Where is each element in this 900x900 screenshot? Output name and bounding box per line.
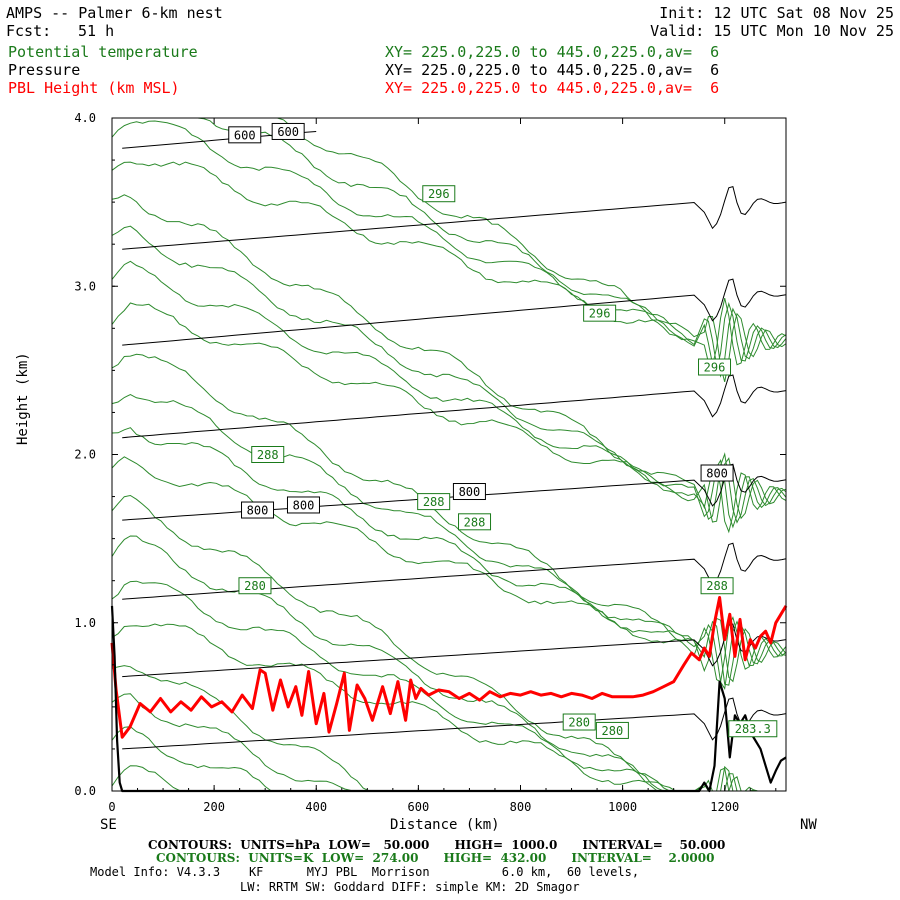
theta-contour-label: 296 — [589, 307, 611, 321]
series-lines — [110, 596, 788, 793]
theta-isentrope — [111, 225, 787, 529]
y-tick-label: 3.0 — [74, 279, 96, 293]
theta-isentrope — [111, 693, 388, 792]
theta-isentrope — [111, 120, 787, 378]
field-theta-xy: XY= 225.0,225.0 to 445.0,225.0,av= 6 — [385, 43, 720, 61]
x-tick-label: 400 — [305, 800, 327, 814]
theta-contour-label-box — [700, 577, 734, 595]
theta-contour-label: 283.3 — [735, 722, 771, 736]
footer-theta-contours: CONTOURS: UNITS=K LOW= 274.00 HIGH= 432.… — [156, 851, 715, 865]
pbl-height-line — [110, 596, 788, 739]
pressure-contour-label-box — [228, 126, 262, 144]
pressure-contour-label: 600 — [234, 128, 256, 142]
theta-contour-label: 288 — [257, 448, 279, 462]
chart-title: AMPS -- Palmer 6-km nest — [6, 4, 223, 22]
x-tick-label: 200 — [203, 800, 225, 814]
theta-isentrope — [111, 161, 787, 383]
pressure-contour-label: 800 — [706, 467, 728, 481]
theta-contour-label-box — [458, 513, 492, 531]
field-theta-name: Potential temperature — [8, 43, 198, 61]
theta-isentrope — [111, 353, 787, 683]
theta-isentrope — [111, 494, 786, 792]
footer-pressure-contours: CONTOURS: UNITS=hPa LOW= 50.000 HIGH= 10… — [148, 838, 726, 852]
theta-contour-label: 288 — [423, 495, 445, 509]
field-pressure-xy: XY= 225.0,225.0 to 445.0,225.0,av= 6 — [385, 61, 720, 79]
init-time: Init: 12 UTC Sat 08 Nov 25 — [659, 4, 894, 22]
pressure-contour-line — [122, 278, 787, 346]
x-tick-label: 1000 — [608, 800, 637, 814]
footer-physics: LW: RRTM SW: Goddard DIFF: simple KM: 2D… — [240, 880, 580, 894]
theta-isentrope — [111, 260, 787, 524]
theta-contour-label-box — [422, 185, 456, 203]
theta-isentrope — [112, 117, 787, 372]
theta-contour-label-box — [698, 358, 732, 376]
plot-frame — [111, 117, 787, 792]
theta-contour-label: 280 — [244, 579, 266, 593]
forecast-hour: 51 h — [78, 22, 115, 40]
y-tick-label: 2.0 — [74, 448, 96, 462]
pressure-contour-label-box — [241, 501, 275, 519]
theta-contour-label-box — [562, 713, 596, 731]
y-tick-label: 4.0 — [74, 111, 96, 125]
theta-isentrope — [197, 117, 787, 367]
theta-contours — [111, 117, 787, 792]
theta-contour-label-box — [583, 304, 617, 322]
theta-isentrope — [111, 456, 787, 683]
theta-isentrope — [111, 427, 787, 686]
x-axis-label: Distance (km) — [390, 817, 500, 833]
theta-contour-label: 288 — [706, 579, 728, 593]
x-tick-label: 1200 — [710, 800, 739, 814]
pressure-contour-line — [122, 185, 787, 250]
y-tick-label: 1.0 — [74, 616, 96, 630]
contour-labels: 600 600 800 800 800 800 296 296 296 288 288 288 288 2… — [228, 122, 778, 739]
theta-contour-label: 296 — [704, 361, 726, 375]
y-tick-label: 0.0 — [74, 784, 96, 798]
theta-isentrope — [111, 580, 786, 792]
theta-contour-label-box — [595, 721, 629, 739]
pressure-contour-label-box — [286, 496, 320, 514]
theta-contour-label: 280 — [568, 716, 590, 730]
theta-contour-label-box — [238, 577, 272, 595]
pressure-contour-label-box — [271, 122, 305, 140]
theta-contour-label: 280 — [602, 724, 624, 738]
pressure-contour-label: 600 — [277, 125, 299, 139]
pressure-contour-line — [122, 623, 787, 678]
field-pbl-xy: XY= 225.0,225.0 to 445.0,225.0,av= 6 — [385, 79, 720, 97]
valid-time: Valid: 15 UTC Mon 10 Nov 25 — [650, 22, 894, 40]
theta-contour-label: 288 — [464, 515, 486, 529]
theta-isentrope — [111, 394, 787, 691]
pressure-contour-line — [122, 697, 787, 750]
x-tick-label: 0 — [108, 800, 115, 814]
theta-contour-label-box — [251, 446, 285, 463]
footer-model-info: Model Info: V4.3.3 KF MYJ PBL Morrison 6… — [90, 865, 640, 879]
pressure-contour-line — [122, 374, 787, 439]
theta-isentrope — [111, 726, 376, 792]
pressure-contours — [122, 131, 787, 750]
pressure-contour-label-box — [700, 464, 734, 482]
pressure-contour-label: 800 — [293, 498, 315, 512]
axes: 0 200 400 600 800 1000 1200 0.0 1.0 2.0 3.0 4.0 — [74, 111, 786, 814]
pressure-contour-label-box — [452, 483, 486, 501]
field-pressure-name: Pressure — [8, 61, 81, 79]
x-axis-right-end: NW — [800, 817, 817, 833]
x-tick-label: 800 — [510, 800, 532, 814]
y-axis-label: Height (km) — [15, 352, 31, 445]
theta-contour-label: 296 — [428, 187, 450, 201]
x-axis-left-end: SE — [100, 817, 117, 833]
theta-contour-label-box — [417, 493, 451, 511]
pressure-contour-label: 800 — [459, 485, 481, 499]
pressure-contour-label: 800 — [247, 504, 269, 518]
forecast-label: Fcst: — [6, 22, 52, 40]
field-pbl-name: PBL Height (km MSL) — [8, 79, 180, 97]
theta-contour-label-box — [728, 720, 778, 738]
theta-isentrope — [111, 765, 290, 792]
x-tick-label: 600 — [408, 800, 430, 814]
theta-isentrope — [111, 302, 787, 523]
terrain-line — [110, 605, 787, 793]
